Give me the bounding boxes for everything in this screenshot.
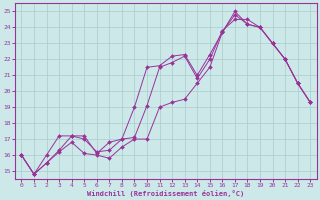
X-axis label: Windchill (Refroidissement éolien,°C): Windchill (Refroidissement éolien,°C) (87, 190, 244, 197)
